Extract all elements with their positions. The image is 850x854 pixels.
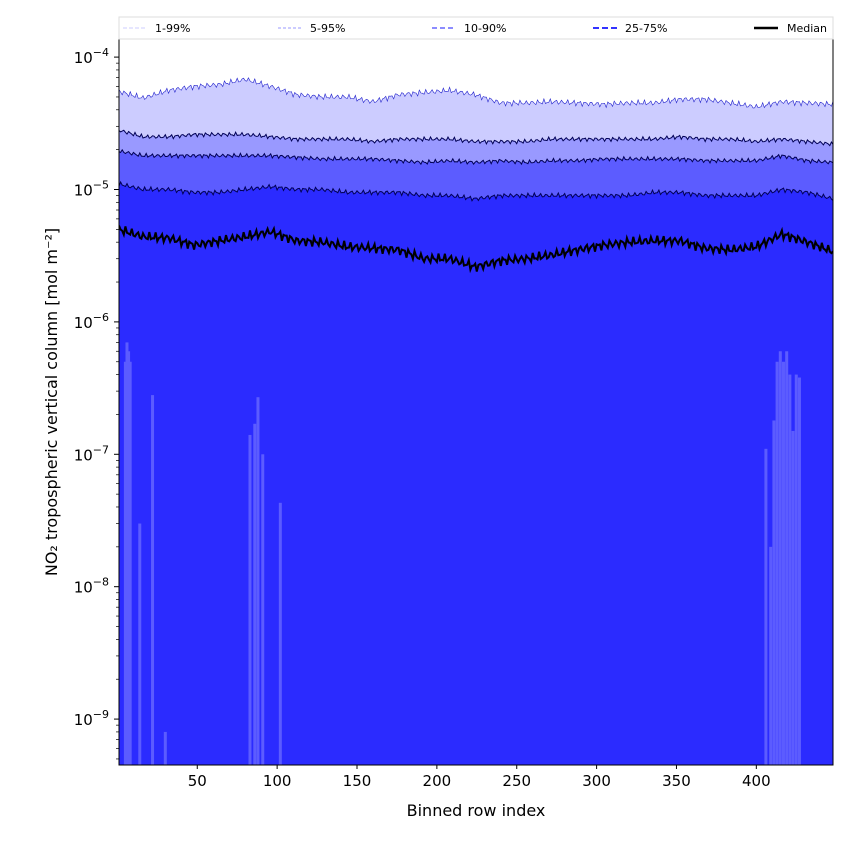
lower-percentile-spike [248,434,252,765]
legend-box [118,16,834,40]
y-tick-label: 10−7 [74,443,109,464]
lower-percentile-spike [778,351,782,765]
percentile-line [119,180,833,202]
x-tick-label: 350 [662,772,691,790]
y-tick-label: 10−4 [74,46,109,67]
lower-percentile-spike [785,351,789,765]
y-tick-label: 10−8 [74,576,109,597]
lower-percentile-spike [125,342,129,765]
legend-label: Median [787,22,827,35]
x-axis: 50 100 150 200 250 300 350 400 [188,765,771,790]
lower-percentile-spike [128,361,132,765]
y-tick-label: 10−6 [74,311,109,332]
lower-percentile-spike [138,523,142,765]
band-25-75-fill [119,182,833,765]
lower-percentile-spike [764,448,768,765]
lower-percentile-spike [788,374,792,765]
legend-label: 5-95% [310,22,345,35]
x-tick-label: 300 [582,772,611,790]
lower-percentile-spike [791,430,795,765]
lower-percentile-spike [127,351,131,765]
legend-label: 1-99% [155,22,190,35]
plot-area [119,77,833,765]
legend: 1-99% 5-95% 10-90% 25-75% Median [118,16,834,40]
lower-percentile-spike [278,502,282,765]
lower-percentile-spike [261,454,265,765]
lower-percentile-spike [256,397,260,765]
percentile-line [119,77,833,109]
y-axis-label: NO₂ tropospheric vertical column [mol m⁻… [42,228,61,576]
x-tick-label: 100 [263,772,292,790]
lower-percentile-spike [163,731,167,765]
x-axis-label: Binned row index [407,801,546,820]
y-axis: 10−4 10−5 10−6 10−7 10−8 10−9 [74,46,119,760]
lower-percentile-spike [123,361,127,765]
x-tick-label: 250 [502,772,531,790]
lower-percentile-spike [151,395,155,765]
legend-label: 25-75% [625,22,667,35]
lower-percentile-spike [781,361,785,765]
median-line [119,225,833,274]
y-tick-label: 10−9 [74,708,109,729]
y-tick-label: 10−5 [74,178,109,199]
x-tick-label: 150 [343,772,372,790]
lower-percentile-spike [253,423,257,765]
x-tick-label: 400 [742,772,771,790]
x-tick-label: 50 [188,772,207,790]
lower-percentile-spike [794,374,798,765]
lower-percentile-spike [769,546,773,765]
x-tick-label: 200 [423,772,452,790]
legend-label: 10-90% [464,22,506,35]
percentile-line [119,148,833,166]
lower-percentile-spike [772,420,776,765]
percentile-line [119,129,833,147]
lower-percentile-spike [775,361,779,765]
lower-percentile-spike [797,377,801,765]
